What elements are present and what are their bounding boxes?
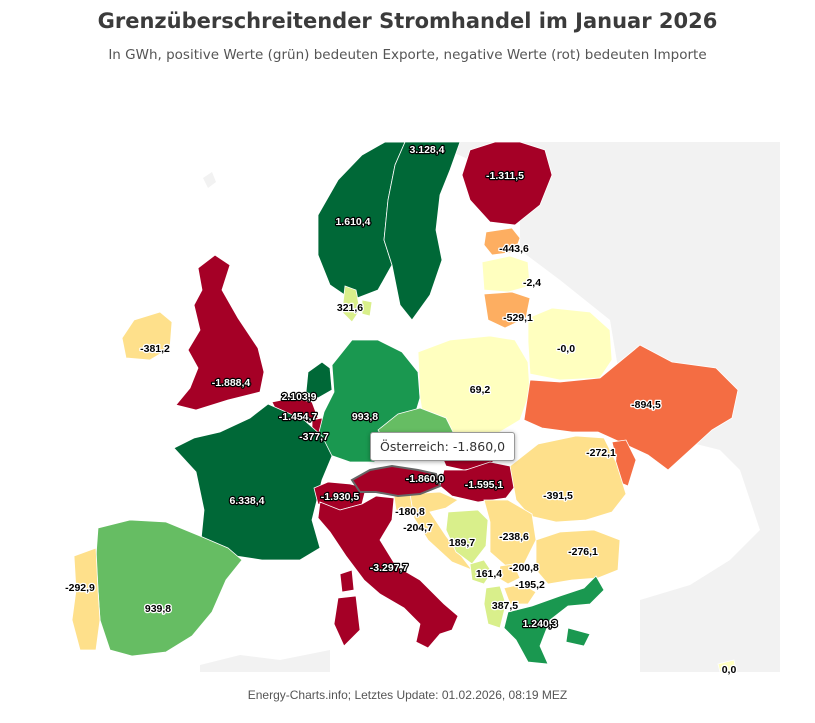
value-label-gr: 1.240,3 [522,618,557,630]
country-at[interactable] [350,464,442,498]
value-label-mk: -195,2 [515,579,545,591]
country-cy[interactable] [717,659,737,673]
value-label-ro: -391,5 [543,490,573,502]
value-label-md: -272,1 [586,447,616,459]
value-label-by: -0,0 [557,343,575,355]
country-mk[interactable] [503,583,537,605]
landmass-africa [200,650,330,672]
country-ba[interactable] [445,509,489,565]
value-label-es: 939,8 [145,603,171,615]
value-label-pl: 69,2 [470,384,491,396]
chart-title: Grenzüberschreitender Stromhandel im Jan… [97,9,718,33]
value-label-nl: 2.103,9 [281,391,316,403]
country-me[interactable] [469,559,493,585]
country-al[interactable] [483,585,507,629]
value-label-de: 993,8 [352,411,378,423]
country-nl[interactable] [305,361,333,399]
country-rs[interactable] [483,499,537,567]
country-lt[interactable] [483,291,531,329]
country-pt[interactable] [71,547,101,651]
value-label-hr: -204,7 [403,522,433,534]
map-background [200,142,780,672]
value-label-rs: -238,6 [499,531,529,543]
value-label-se: 3.128,4 [409,144,444,156]
country-lv[interactable] [481,255,531,293]
value-label-ee: -443,6 [499,243,529,255]
value-label-lt: -529,1 [503,312,533,324]
country-gb[interactable] [175,254,265,411]
value-label-ba: 189,7 [449,537,475,549]
country-ua[interactable] [523,344,739,471]
value-label-lu: -377,7 [299,431,329,443]
country-hu[interactable] [439,461,521,503]
value-label-cy: 0,0 [722,664,737,676]
value-label-me: 161,4 [476,568,502,580]
country-gr[interactable] [503,575,605,665]
iceland [203,172,216,188]
country-it[interactable] [317,495,459,649]
value-label-gb: -1.888,4 [212,377,251,389]
country-fr[interactable] [173,403,333,561]
value-label-bg: -276,1 [568,546,598,558]
value-label-it: -3.297,7 [370,562,409,574]
value-label-dk: 321,6 [337,302,363,314]
value-label-at: -1.860,0 [406,473,445,485]
map-tooltip: Österreich: -1.860,0 [370,432,516,461]
country-ee[interactable] [483,227,521,256]
value-label-no: 1.610,4 [335,216,370,228]
country-bg[interactable] [535,529,621,585]
value-label-hu: -1.595,1 [465,479,504,491]
value-label-fr: 6.338,4 [229,495,264,507]
value-label-ch: -1.930,5 [321,491,360,503]
value-label-ua: -894,5 [631,399,661,411]
country-by[interactable] [527,307,613,381]
value-label-al: 387,5 [492,600,518,612]
value-label-si: -180,8 [395,506,425,518]
chart-footer: Energy-Charts.info; Letztes Update: 01.0… [247,688,568,702]
country-dk[interactable] [341,285,373,323]
value-label-ie: -381,2 [140,343,170,355]
country-fi[interactable] [461,141,553,226]
value-label-be: -1.454,7 [279,411,318,423]
landmass-east [430,142,780,672]
country-ie[interactable] [121,311,173,361]
country-xk[interactable] [497,563,521,585]
value-label-pt: -292,9 [65,582,95,594]
chart-subtitle: In GWh, positive Werte (grün) bedeuten E… [108,47,707,63]
value-label-fi: -1.311,5 [486,170,524,182]
value-label-xk: -200,8 [509,562,539,574]
value-label-lv: -2,4 [523,277,541,289]
country-se[interactable] [383,141,461,321]
